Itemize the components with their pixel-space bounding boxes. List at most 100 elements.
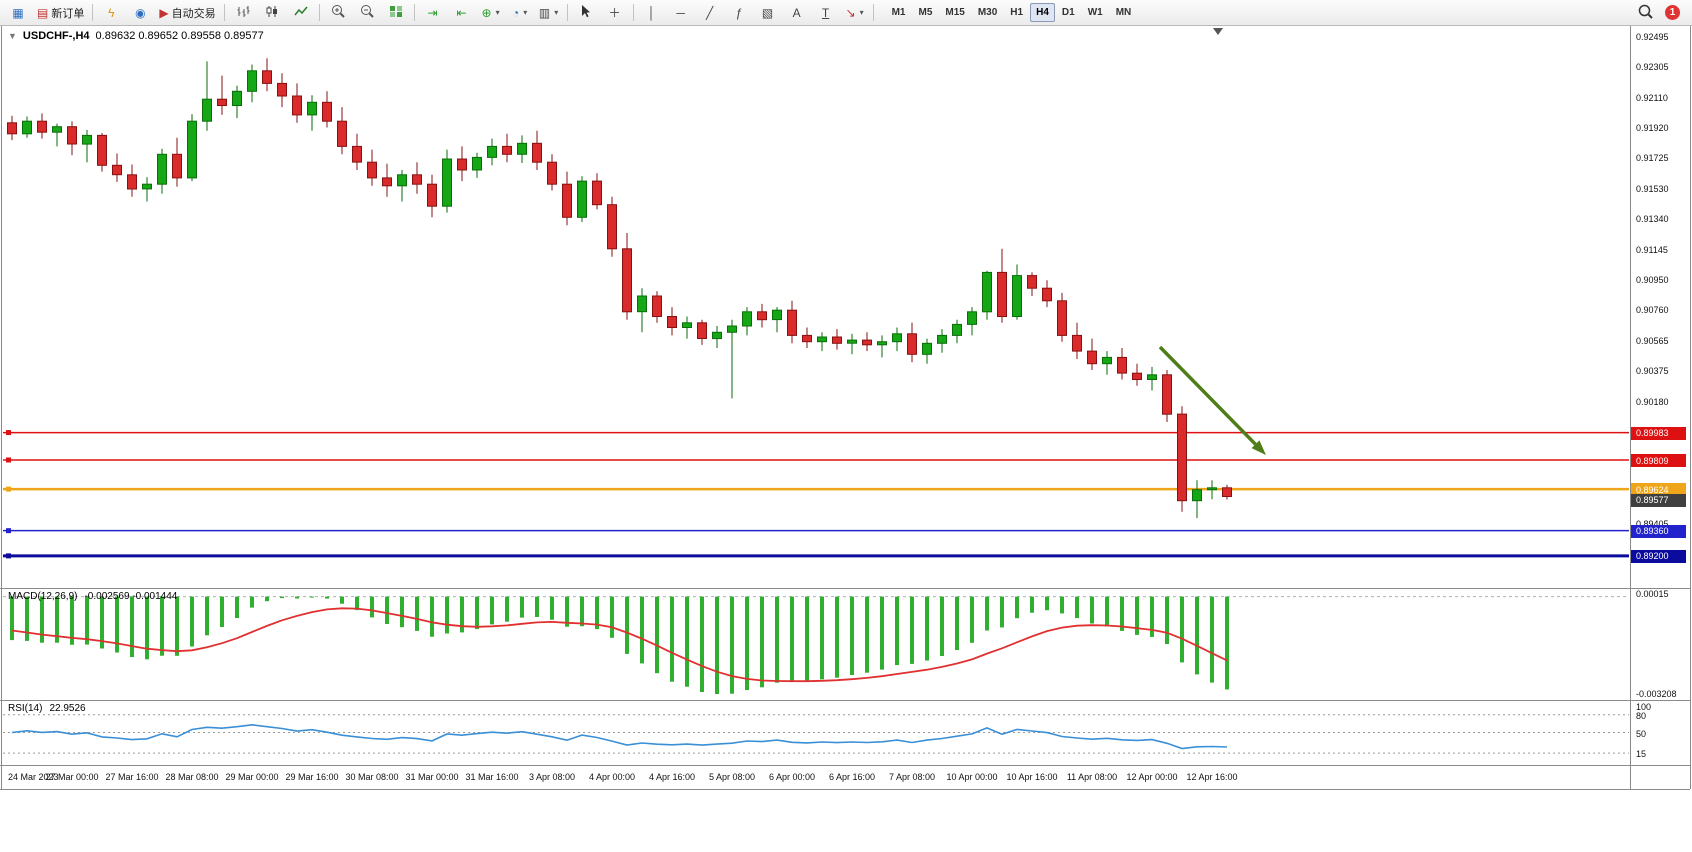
- community-button[interactable]: ◉: [126, 2, 154, 24]
- time-axis-label: 29 Mar 00:00: [225, 772, 279, 782]
- price-badge: 0.89983: [1631, 426, 1686, 440]
- timeframe-d1-button[interactable]: D1: [1061, 7, 1075, 18]
- arrows-button[interactable]: ↘ ▾: [841, 2, 869, 24]
- time-axis-label: 4 Apr 16:00: [648, 772, 696, 782]
- chart-header: ▼ USDCHF-,H4 0.89632 0.89652 0.89558 0.8…: [8, 30, 264, 42]
- search-button[interactable]: [1631, 2, 1659, 24]
- search-icon: [1638, 4, 1653, 22]
- fibonacci-button[interactable]: ƒ: [725, 2, 753, 24]
- price-scale[interactable]: 0.92495 0.92305 0.92110 0.91920 0.91725 0.915…: [1631, 26, 1691, 789]
- market-icon: ϟ: [108, 5, 115, 20]
- time-scale[interactable]: 24 Mar 2023 27 Mar 00:00 27 Mar 16:00 28 Ma…: [0, 766, 1692, 789]
- line-chart-button[interactable]: [287, 2, 315, 24]
- scale-label: 15: [1636, 749, 1647, 760]
- time-axis-label: 29 Mar 16:00: [285, 772, 339, 782]
- auto-trading-button[interactable]: ▶ 自动交易: [155, 2, 219, 24]
- vertical-line-icon: │: [647, 5, 656, 20]
- bar-chart-icon: [236, 5, 250, 21]
- scale-label: 0.91725: [1636, 153, 1669, 164]
- chart-frame-left: [1, 26, 2, 789]
- shapes-button[interactable]: ▧: [754, 2, 782, 24]
- scale-label: -0.003208: [1636, 689, 1677, 699]
- scale-label: 0.90565: [1636, 335, 1669, 346]
- indicators-icon: ⊕: [481, 5, 492, 20]
- time-axis-label: 27 Mar 00:00: [45, 772, 99, 782]
- chevron-down-icon: ▾: [859, 8, 864, 17]
- time-axis-label: 7 Apr 08:00: [888, 772, 936, 782]
- toolbar-separator: [872, 4, 874, 21]
- timeframe-m1-button[interactable]: M1: [891, 7, 906, 18]
- scale-label: 80: [1636, 710, 1647, 721]
- line-chart-icon: [293, 5, 308, 21]
- panel-separator: [0, 588, 1690, 589]
- panel-separator: [0, 765, 1690, 766]
- bar-chart-button[interactable]: [229, 2, 257, 24]
- notification-badge[interactable]: 1: [1665, 5, 1680, 20]
- rsi-title: RSI(14): [8, 703, 43, 714]
- price-badge: 0.89809: [1631, 454, 1686, 467]
- scale-label: 0.91340: [1636, 213, 1669, 224]
- text-label-button[interactable]: T: [812, 2, 840, 24]
- scale-label: 100: [1636, 702, 1652, 712]
- timeframe-w1-button[interactable]: W1: [1087, 7, 1103, 18]
- candlestick-chart-icon: [265, 5, 279, 21]
- time-axis-label: 6 Apr 16:00: [828, 772, 876, 782]
- auto-trading-icon: ▶: [159, 5, 169, 20]
- scale-label: 0.90950: [1636, 275, 1669, 286]
- periods-button[interactable]: ◔ ▾: [506, 2, 534, 24]
- price-badge: 0.89200: [1631, 549, 1686, 563]
- new-order-button[interactable]: ▤ 新订单: [33, 2, 88, 24]
- collapse-icon[interactable]: ▼: [8, 30, 17, 41]
- macd-values: -0.002569 -0.001444: [84, 591, 178, 602]
- zoom-in-icon: [331, 4, 345, 21]
- shapes-icon: ▧: [761, 5, 774, 20]
- trend-line-button[interactable]: ╱: [696, 2, 724, 24]
- main-toolbar: ▦ ▤ 新订单 ϟ ◉ ▶ 自动交易 ⇥ ⇤ ⊕ ▾ ◔ ▾ ▥ ▾ ＋ │ ─ ╱ ƒ …: [0, 0, 1692, 26]
- indicators-button[interactable]: ⊕ ▾: [477, 2, 505, 24]
- time-axis-label: 27 Mar 16:00: [105, 772, 159, 782]
- chart-shift-button[interactable]: ⇤: [448, 2, 476, 24]
- toolbar-separator: [223, 4, 225, 21]
- price-badge: 0.89624: [1631, 483, 1686, 497]
- text-button[interactable]: A: [783, 2, 811, 24]
- time-axis-label: 31 Mar 00:00: [405, 772, 459, 782]
- toolbar-right: 1: [1631, 2, 1688, 24]
- trend-line-icon: ╱: [705, 5, 714, 20]
- tile-windows-icon: [389, 5, 403, 21]
- time-axis-label: 28 Mar 08:00: [165, 772, 219, 782]
- timeframe-mn-button[interactable]: MN: [1115, 7, 1132, 18]
- timeframe-m5-button[interactable]: M5: [918, 7, 933, 18]
- rsi-indicator-canvas[interactable]: [0, 700, 1632, 765]
- cursor-button[interactable]: [572, 2, 600, 24]
- price-badge: 0.89577: [1631, 493, 1686, 507]
- tile-windows-button[interactable]: [382, 2, 410, 24]
- zoom-out-icon: [360, 4, 374, 21]
- timeframe-m30-button[interactable]: M30: [977, 7, 998, 18]
- scale-label: 0.90180: [1636, 396, 1669, 407]
- candlestick-chart-button[interactable]: [258, 2, 286, 24]
- timeframe-m15-button[interactable]: M15: [945, 7, 965, 18]
- horizontal-line-icon: ─: [676, 5, 685, 20]
- crosshair-icon: ＋: [608, 5, 621, 20]
- timeframe-h1-button[interactable]: H1: [1010, 7, 1024, 18]
- new-order-label: 新订单: [51, 7, 85, 20]
- price-chart-canvas[interactable]: [0, 26, 1632, 588]
- timeframe-h4-button[interactable]: H4: [1030, 3, 1055, 22]
- vertical-line-button[interactable]: │: [638, 2, 666, 24]
- zoom-out-button[interactable]: [353, 2, 381, 24]
- horizontal-line-button[interactable]: ─: [667, 2, 695, 24]
- chevron-down-icon: ▾: [523, 8, 528, 17]
- macd-indicator-canvas[interactable]: [0, 588, 1632, 700]
- crosshair-button[interactable]: ＋: [601, 2, 629, 24]
- auto-scroll-button[interactable]: ⇥: [419, 2, 447, 24]
- chevron-down-icon: ▾: [554, 8, 559, 17]
- time-axis-label: 30 Mar 08:00: [345, 772, 399, 782]
- templates-button[interactable]: ▥ ▾: [535, 2, 563, 24]
- zoom-in-button[interactable]: [324, 2, 352, 24]
- new-chart-button[interactable]: ▦: [4, 2, 32, 24]
- scale-label: 0.92495: [1636, 32, 1669, 42]
- market-button[interactable]: ϟ: [97, 2, 125, 24]
- new-order-icon: ▤: [37, 5, 49, 20]
- time-axis-label: 11 Apr 08:00: [1066, 772, 1118, 782]
